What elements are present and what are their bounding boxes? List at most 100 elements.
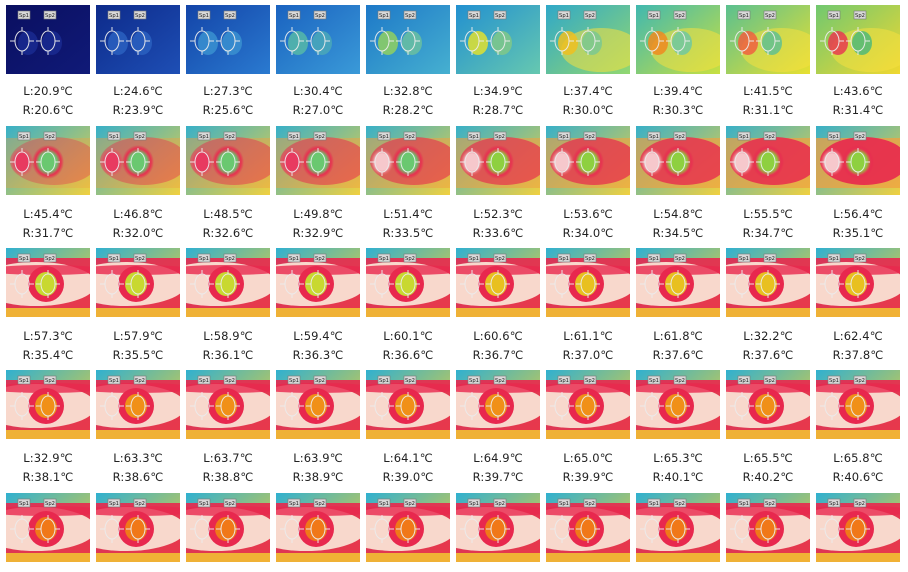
right-spot-temperature: R:32.9℃ [292,226,344,240]
svg-text:Sp2: Sp2 [135,378,145,384]
svg-text:Sp2: Sp2 [495,134,505,140]
svg-text:Sp2: Sp2 [225,134,235,140]
svg-text:Sp1: Sp1 [829,378,839,384]
svg-text:Sp2: Sp2 [405,256,415,262]
thermal-frame: Sp1 Sp2 [816,5,900,74]
right-spot-temperature: R:37.0℃ [562,348,614,362]
svg-text:Sp2: Sp2 [45,134,55,140]
right-spot-temperature: R:36.3℃ [292,348,344,362]
svg-text:Sp1: Sp1 [649,501,659,507]
svg-text:Sp1: Sp1 [649,134,659,140]
left-spot-temperature: L:32.2℃ [743,329,793,343]
left-spot-temperature: L:27.3℃ [203,84,253,98]
left-spot-temperature: L:52.3℃ [473,207,523,221]
right-spot-temperature: R:34.7℃ [742,226,794,240]
svg-text:Sp1: Sp1 [469,501,479,507]
svg-text:Sp2: Sp2 [405,13,415,19]
svg-text:Sp2: Sp2 [585,501,595,507]
left-spot-temperature: L:39.4℃ [653,84,703,98]
left-spot-temperature: L:57.9℃ [113,329,163,343]
right-spot-temperature: R:25.6℃ [202,103,254,117]
thermal-frame: Sp1 Sp2 [6,126,90,195]
svg-text:Sp2: Sp2 [855,378,865,384]
thermal-frame: Sp1 Sp2 [276,493,360,562]
svg-text:Sp2: Sp2 [315,13,325,19]
left-spot-temperature: L:46.8℃ [113,207,163,221]
svg-text:Sp1: Sp1 [739,13,749,19]
thermal-frame: Sp1 Sp2 [366,370,450,439]
right-spot-temperature: R:28.7℃ [472,103,524,117]
left-spot-temperature: L:60.1℃ [383,329,433,343]
thermal-frame: Sp1 Sp2 [456,126,540,195]
left-spot-temperature: L:55.5℃ [743,207,793,221]
thermal-frame: Sp1 Sp2 [96,5,180,74]
svg-text:Sp1: Sp1 [829,13,839,19]
thermal-frame: Sp1 Sp2 [276,126,360,195]
svg-text:Sp1: Sp1 [289,501,299,507]
right-spot-temperature: R:36.7℃ [472,348,524,362]
svg-text:Sp2: Sp2 [45,378,55,384]
svg-text:Sp1: Sp1 [829,501,839,507]
left-spot-temperature: L:24.6℃ [113,84,163,98]
svg-text:Sp2: Sp2 [765,134,775,140]
svg-text:Sp1: Sp1 [289,256,299,262]
svg-text:Sp2: Sp2 [855,256,865,262]
svg-text:Sp2: Sp2 [765,13,775,19]
right-spot-temperature: R:34.5℃ [652,226,704,240]
svg-text:Sp1: Sp1 [109,501,119,507]
left-spot-temperature: L:43.6℃ [833,84,883,98]
svg-text:Sp2: Sp2 [405,134,415,140]
thermal-frame: Sp1 Sp2 [816,493,900,562]
thermal-frame: Sp1 Sp2 [276,248,360,317]
right-spot-temperature: R:20.6℃ [22,103,74,117]
svg-text:Sp2: Sp2 [135,134,145,140]
svg-text:Sp2: Sp2 [855,501,865,507]
svg-text:Sp1: Sp1 [289,134,299,140]
svg-text:Sp1: Sp1 [739,501,749,507]
right-spot-temperature: R:23.9℃ [112,103,164,117]
svg-text:Sp2: Sp2 [675,134,685,140]
svg-text:Sp1: Sp1 [739,378,749,384]
svg-text:Sp2: Sp2 [225,256,235,262]
svg-text:Sp2: Sp2 [585,134,595,140]
thermal-frame: Sp1 Sp2 [456,5,540,74]
thermal-frame: Sp1 Sp2 [6,5,90,74]
thermal-frame: Sp1 Sp2 [366,493,450,562]
left-spot-temperature: L:60.6℃ [473,329,523,343]
svg-text:Sp2: Sp2 [585,256,595,262]
svg-text:Sp2: Sp2 [315,501,325,507]
thermal-frame: Sp1 Sp2 [726,5,810,74]
svg-text:Sp2: Sp2 [675,13,685,19]
thermal-frame: Sp1 Sp2 [726,370,810,439]
right-spot-temperature: R:33.6℃ [472,226,524,240]
svg-text:Sp1: Sp1 [559,501,569,507]
left-spot-temperature: L:64.1℃ [383,451,433,465]
thermal-frame: Sp1 Sp2 [96,248,180,317]
right-spot-temperature: R:33.5℃ [382,226,434,240]
svg-text:Sp1: Sp1 [379,13,389,19]
svg-text:Sp2: Sp2 [405,501,415,507]
left-spot-temperature: L:58.9℃ [203,329,253,343]
svg-text:Sp1: Sp1 [199,501,209,507]
thermal-frame: Sp1 Sp2 [96,126,180,195]
svg-text:Sp1: Sp1 [199,378,209,384]
thermal-frame: Sp1 Sp2 [546,370,630,439]
svg-text:Sp1: Sp1 [469,256,479,262]
left-spot-temperature: L:61.8℃ [653,329,703,343]
right-spot-temperature: R:38.8℃ [202,470,254,484]
thermal-frame: Sp1 Sp2 [186,126,270,195]
svg-text:Sp1: Sp1 [19,134,29,140]
svg-text:Sp2: Sp2 [765,378,775,384]
svg-text:Sp2: Sp2 [315,256,325,262]
svg-text:Sp1: Sp1 [109,134,119,140]
svg-text:Sp2: Sp2 [405,378,415,384]
svg-text:Sp1: Sp1 [559,256,569,262]
left-spot-temperature: L:45.4℃ [23,207,73,221]
thermal-frame: Sp1 Sp2 [636,493,720,562]
left-spot-temperature: L:49.8℃ [293,207,343,221]
left-spot-temperature: L:53.6℃ [563,207,613,221]
svg-text:Sp2: Sp2 [45,256,55,262]
svg-text:Sp2: Sp2 [765,501,775,507]
svg-text:Sp1: Sp1 [649,13,659,19]
svg-text:Sp2: Sp2 [315,134,325,140]
